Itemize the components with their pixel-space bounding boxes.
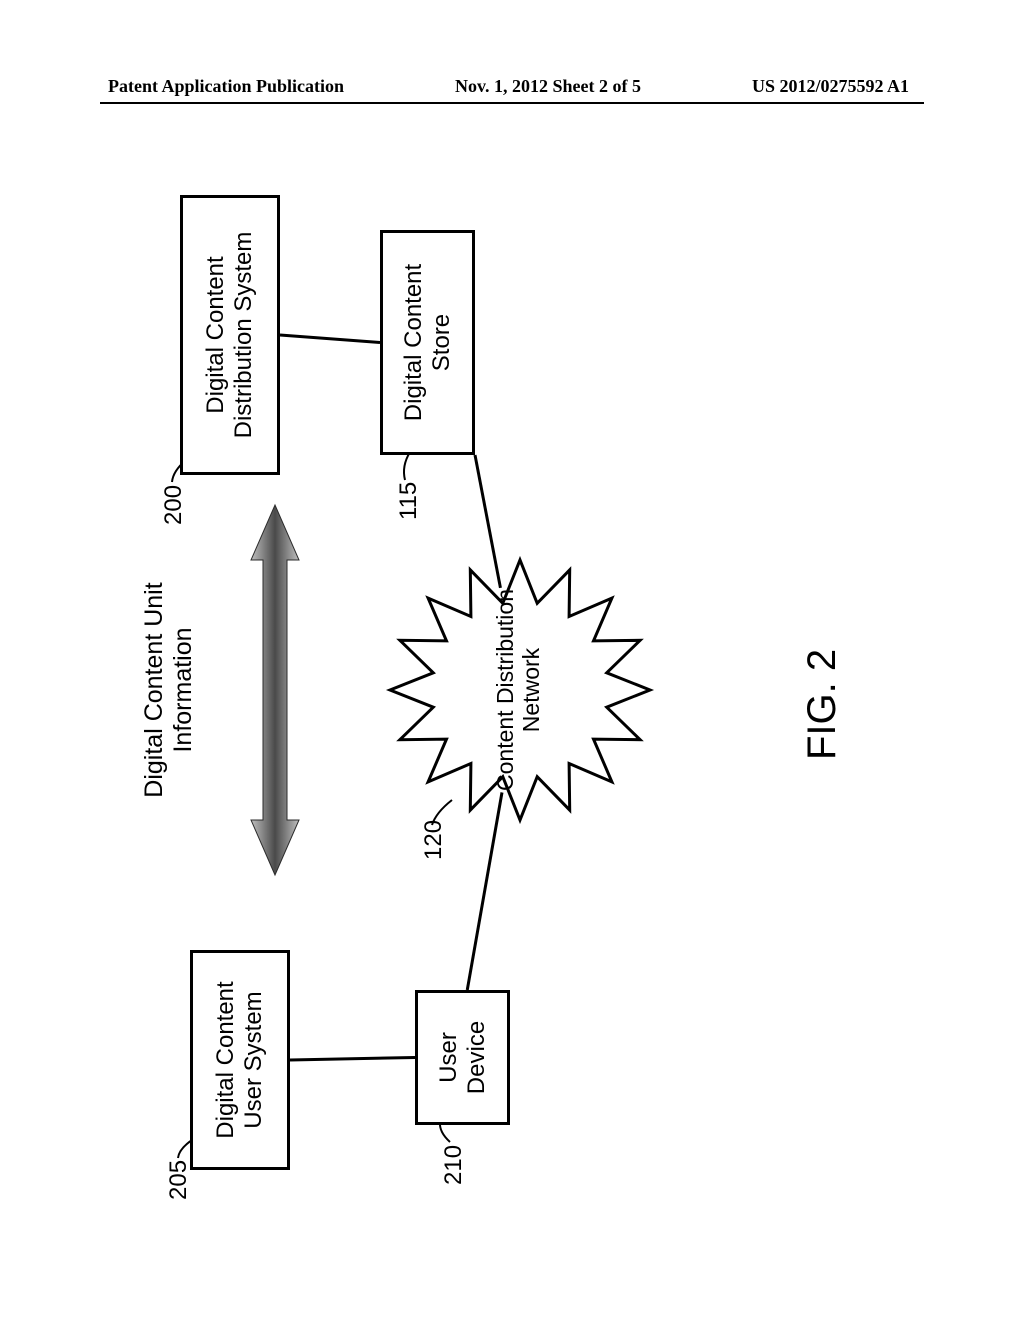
node-user-system-text: Digital ContentUser System bbox=[212, 981, 267, 1138]
node-content-store-text: Digital ContentStore bbox=[400, 264, 455, 421]
header-rule bbox=[100, 102, 924, 104]
page: Patent Application Publication Nov. 1, 2… bbox=[0, 0, 1024, 1320]
figure-wrap: Digital ContentUser System UserDevice Di… bbox=[120, 130, 920, 1230]
node-user-device-text: UserDevice bbox=[435, 1021, 490, 1094]
node-user-system: Digital ContentUser System bbox=[190, 950, 290, 1170]
page-header: Patent Application Publication Nov. 1, 2… bbox=[0, 76, 1024, 97]
header-right: US 2012/0275592 A1 bbox=[752, 76, 909, 97]
ref-200: 200 bbox=[160, 485, 188, 525]
node-cdn-text: Content DistributionNetwork bbox=[492, 560, 545, 820]
node-dist-system-text: Digital ContentDistribution System bbox=[202, 232, 257, 439]
header-left: Patent Application Publication bbox=[108, 76, 344, 97]
figure-label: FIG. 2 bbox=[800, 649, 845, 760]
node-content-store: Digital ContentStore bbox=[380, 230, 475, 455]
ref-120: 120 bbox=[420, 820, 448, 860]
node-user-device: UserDevice bbox=[415, 990, 510, 1125]
node-dist-system: Digital ContentDistribution System bbox=[180, 195, 280, 475]
arrow-label-text: Digital Content UnitInformation bbox=[140, 582, 197, 797]
ref-115: 115 bbox=[395, 482, 423, 520]
figure-inner: Digital ContentUser System UserDevice Di… bbox=[120, 130, 920, 1230]
arrow-label: Digital Content UnitInformation bbox=[140, 540, 198, 840]
ref-210: 210 bbox=[440, 1145, 468, 1185]
figure: Digital ContentUser System UserDevice Di… bbox=[120, 130, 920, 1230]
header-center: Nov. 1, 2012 Sheet 2 of 5 bbox=[455, 76, 641, 97]
node-cdn-text-span: Content DistributionNetwork bbox=[492, 589, 544, 791]
ref-205: 205 bbox=[165, 1160, 193, 1200]
